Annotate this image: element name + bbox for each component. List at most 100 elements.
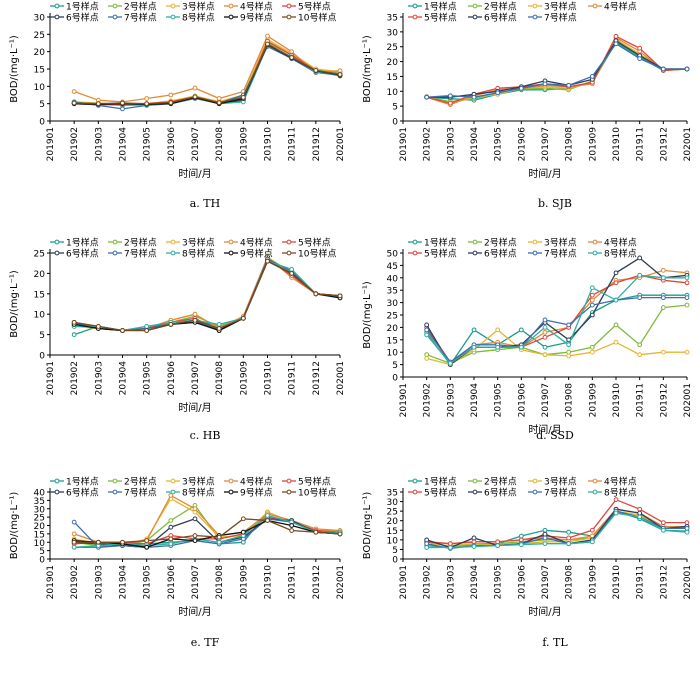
legend-label: 2号样点: [124, 475, 157, 487]
legend-marker: [472, 3, 478, 9]
x-tick-label: 201901: [399, 565, 409, 599]
data-point: [495, 327, 501, 333]
x-tick-label: 201906: [167, 565, 177, 600]
legend-label: 8号样点: [604, 486, 637, 498]
series-line: [426, 304, 688, 365]
series-line: [426, 329, 687, 366]
y-tick-label: 40: [34, 489, 46, 499]
data-point: [447, 541, 453, 547]
data-point: [660, 527, 666, 533]
panel-caption: a. TH: [190, 197, 220, 210]
x-tick-label: 201905: [143, 361, 153, 395]
y-tick-label: 30: [387, 498, 399, 508]
x-tick-label: 201911: [288, 127, 298, 161]
x-tick-label: 201908: [215, 361, 225, 396]
y-tick-label: 25: [387, 508, 398, 518]
data-point: [168, 100, 174, 106]
x-tick-label: 201905: [143, 565, 153, 599]
y-tick-label: 10: [387, 536, 399, 546]
data-point: [542, 344, 548, 350]
legend-marker: [412, 239, 418, 245]
legend-label: 8号样点: [182, 247, 215, 259]
y-tick-label: 5: [392, 103, 398, 113]
data-point: [265, 518, 270, 523]
y-tick-label: 15: [387, 73, 398, 83]
legend-label: 7号样点: [124, 486, 157, 498]
x-tick-label: 201906: [517, 383, 527, 418]
legend-marker: [532, 3, 538, 9]
x-tick-label: 201911: [636, 383, 646, 417]
y-tick-label: 25: [387, 312, 398, 322]
data-point: [240, 315, 246, 321]
x-tick-label: 201901: [399, 383, 409, 417]
legend-label: 7号样点: [544, 11, 577, 23]
data-point: [660, 275, 666, 281]
legend-marker: [286, 250, 292, 256]
legend-label: 1号样点: [424, 475, 457, 487]
x-tick-label: 201907: [191, 127, 201, 161]
legend-marker: [286, 478, 292, 484]
legend-label: 4号样点: [604, 475, 637, 487]
data-point: [637, 342, 643, 348]
x-tick-label: 201909: [588, 383, 598, 418]
x-axis-label: 时间/月: [528, 423, 561, 436]
data-point: [684, 349, 690, 355]
x-tick-label: 201908: [565, 565, 575, 600]
x-tick-label: 201901: [46, 361, 56, 395]
data-point: [168, 92, 174, 98]
legend-label: 3号样点: [544, 236, 577, 248]
series-line: [74, 44, 341, 106]
legend-marker: [592, 3, 598, 9]
y-tick-label: 35: [34, 497, 45, 507]
x-tick-label: 201904: [470, 383, 480, 418]
y-tick-label: 0: [39, 118, 45, 128]
series-line: [74, 519, 341, 548]
data-point: [660, 295, 666, 301]
legend-marker: [228, 478, 234, 484]
data-point: [95, 324, 101, 329]
legend-marker: [286, 239, 292, 245]
legend-marker: [532, 14, 538, 20]
data-point: [424, 94, 430, 100]
x-tick-label: 201911: [288, 565, 298, 599]
x-tick-label: 201912: [659, 383, 669, 417]
legend-marker: [112, 3, 118, 9]
legend-label: 5号样点: [424, 247, 457, 259]
data-point: [168, 518, 174, 523]
legend-label: 10号样点: [298, 11, 336, 23]
data-point: [337, 293, 343, 299]
data-point: [95, 101, 101, 107]
x-tick-label: 201904: [470, 565, 480, 600]
legend-marker: [112, 250, 118, 256]
data-point: [71, 89, 77, 94]
legend-marker: [170, 239, 176, 245]
data-point: [424, 322, 430, 328]
legend-label: 4号样点: [240, 475, 273, 487]
data-point: [495, 539, 501, 545]
x-tick-label: 201911: [636, 565, 646, 599]
data-point: [660, 520, 666, 526]
y-tick-label: 35: [387, 14, 398, 24]
data-point: [566, 342, 572, 348]
data-point: [144, 538, 150, 543]
x-tick-label: 201902: [423, 383, 433, 417]
legend-label: 6号样点: [484, 486, 517, 498]
y-tick-label: 40: [387, 274, 399, 284]
data-point: [660, 349, 666, 355]
data-point: [144, 328, 150, 333]
data-point: [637, 255, 643, 261]
series-line: [426, 510, 688, 547]
legend-marker: [532, 250, 538, 256]
legend-marker: [170, 3, 176, 9]
series-line: [74, 44, 341, 107]
series-line: [74, 258, 341, 332]
data-point: [144, 324, 150, 329]
legend-label: 3号样点: [182, 475, 215, 487]
data-point: [589, 312, 595, 318]
y-tick-label: 5: [39, 100, 45, 110]
legend-marker: [54, 250, 60, 256]
data-point: [447, 93, 453, 99]
data-point: [566, 353, 572, 359]
data-point: [684, 302, 690, 308]
data-point: [144, 96, 150, 101]
